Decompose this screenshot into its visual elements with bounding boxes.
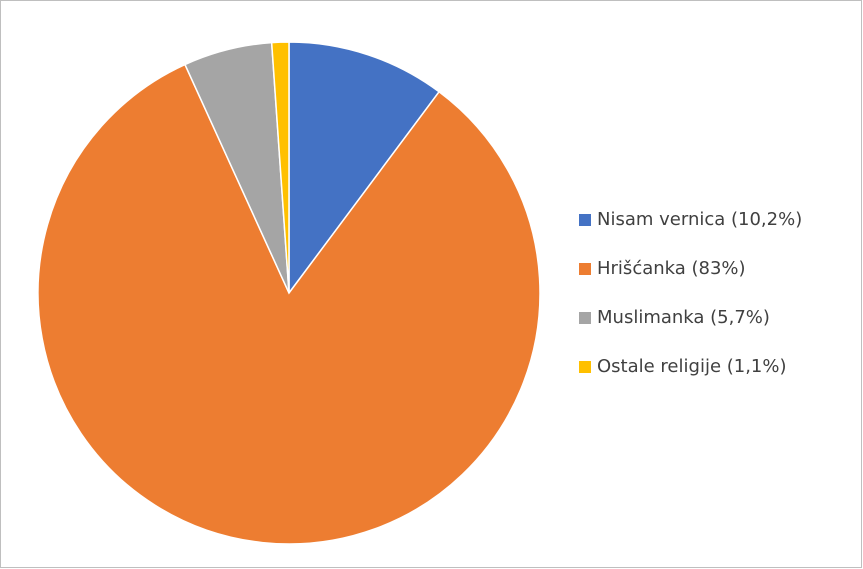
legend-swatch <box>579 263 591 275</box>
legend-label: Hrišćanka (83%) <box>597 258 746 279</box>
pie-slice <box>288 41 441 296</box>
legend-label: Nisam vernica (10,2%) <box>597 209 802 230</box>
legend-label: Muslimanka (5,7%) <box>597 307 770 328</box>
pie-slice <box>270 41 290 294</box>
legend-swatch <box>579 214 591 226</box>
legend-swatch <box>579 361 591 373</box>
legend-swatch <box>579 312 591 324</box>
pie-slice <box>37 63 541 545</box>
legend-label: Ostale religije (1,1%) <box>597 356 787 377</box>
